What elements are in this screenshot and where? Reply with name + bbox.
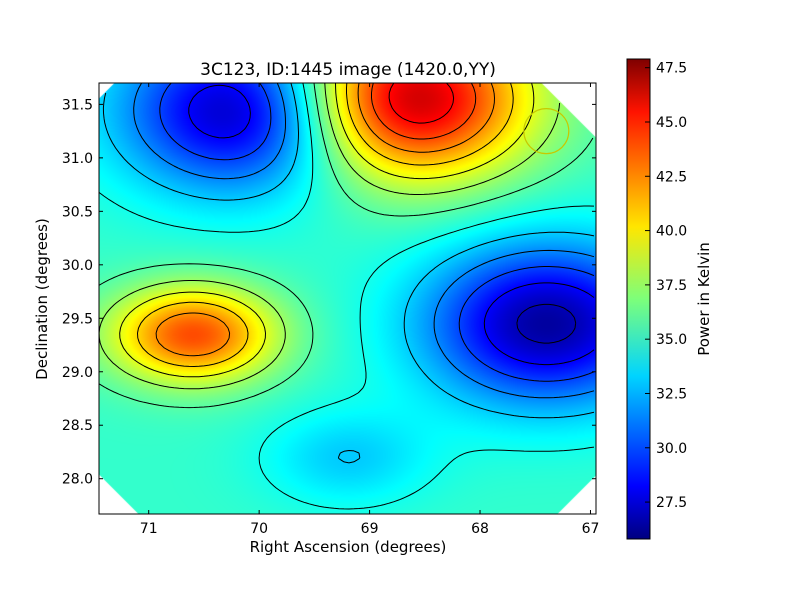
colorbar-tick-label: 27.5 (656, 495, 687, 511)
plot-frame (98, 82, 597, 515)
colorbar-tick-label: 32.5 (656, 386, 687, 402)
x-axis: 71 70 69 68 67 (140, 83, 600, 537)
y-tick-label: 29.5 (62, 311, 93, 327)
colorbar-gradient (626, 58, 651, 540)
x-axis-label: Right Ascension (degrees) (250, 538, 447, 556)
y-tick-label: 28.0 (62, 472, 93, 488)
colorbar-tick-label: 47.5 (656, 61, 687, 77)
contour-line (99, 83, 561, 390)
colorbar-label: Power in Kelvin (695, 242, 713, 356)
colorbar-tick-label: 40.0 (656, 224, 687, 240)
contour-line (133, 83, 595, 399)
contour-line (119, 83, 535, 378)
x-tick-label: 67 (582, 521, 600, 537)
contour-lines (99, 83, 595, 510)
source-marker-circle (523, 108, 570, 155)
colorbar-tick-label: 37.5 (656, 278, 687, 294)
y-tick-label: 31.5 (62, 97, 93, 113)
x-tick-label: 71 (140, 521, 158, 537)
x-tick-label: 68 (471, 521, 489, 537)
y-axis: 28.0 28.5 29.0 29.5 30.0 30.5 31.0 31.5 (62, 97, 596, 488)
contour-line (371, 83, 477, 140)
colorbar-tick-label: 30.0 (656, 441, 687, 457)
chart-title: 3C123, ID:1445 image (1420.0,YY) (200, 60, 496, 80)
contour-line (99, 83, 595, 510)
contour-line (155, 83, 495, 357)
contour-line (102, 83, 595, 464)
y-axis-label: Declination (degrees) (33, 218, 51, 380)
contour-line (159, 83, 595, 382)
heatmap-image (99, 83, 596, 514)
colorbar-tick-label: 42.5 (656, 169, 687, 185)
contour-line (99, 83, 594, 409)
y-tick-label: 28.5 (62, 418, 93, 434)
colorbar-ticks: 27.5 30.0 32.5 35.0 37.5 40.0 42.5 45.0 47.5 (645, 61, 687, 511)
colorbar-tick-label: 45.0 (656, 115, 687, 131)
colorbar: 27.5 30.0 32.5 35.0 37.5 40.0 42.5 45.0 47.5 Pow… (626, 58, 713, 540)
y-tick-label: 30.0 (62, 258, 93, 274)
plot-area (98, 82, 597, 515)
contour-line (516, 303, 577, 344)
x-tick-label: 70 (250, 521, 268, 537)
y-tick-label: 29.0 (62, 365, 93, 381)
x-tick-label: 69 (361, 521, 379, 537)
contour-line (137, 83, 514, 367)
contour-line (388, 83, 455, 124)
contour-line (188, 84, 595, 366)
y-tick-label: 31.0 (62, 151, 93, 167)
colorbar-tick-label: 35.0 (656, 332, 687, 348)
y-tick-label: 30.5 (62, 204, 93, 220)
